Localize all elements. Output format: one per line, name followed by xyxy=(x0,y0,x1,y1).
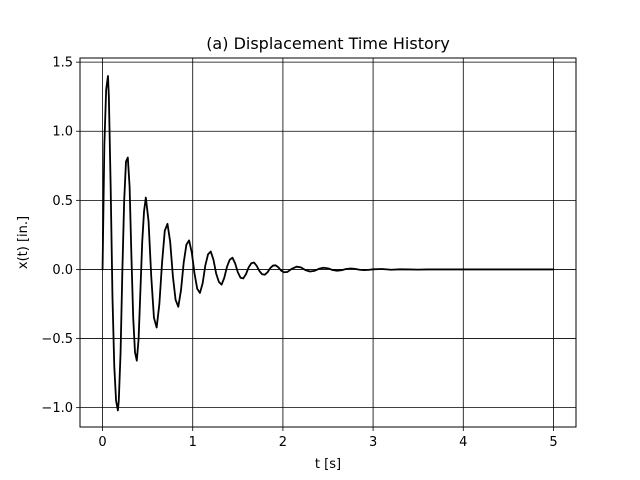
grid-lines xyxy=(80,58,576,427)
y-tick-label: 1.0 xyxy=(52,125,73,140)
x-tick-label: 3 xyxy=(369,435,377,450)
plot-area xyxy=(101,75,555,412)
y-tick-label: −0.5 xyxy=(41,332,73,347)
y-tick-label: 0.5 xyxy=(52,194,73,209)
x-tick-label: 0 xyxy=(98,435,106,450)
x-tick-label: 5 xyxy=(549,435,557,450)
y-tick-label: 0.0 xyxy=(52,263,73,278)
axis-ticks: 0 1 2 3 4 5 −1.0 −0.5 0.0 0.5 1.0 1.5 xyxy=(41,56,557,450)
axes-frame xyxy=(79,57,577,428)
x-tick-label: 2 xyxy=(279,435,287,450)
y-tick-label: −1.0 xyxy=(41,401,73,416)
chart-title: (a) Displacement Time History xyxy=(206,34,450,53)
displacement-series-line xyxy=(101,75,555,412)
x-tick-label: 4 xyxy=(459,435,467,450)
x-axis-label: t [s] xyxy=(315,457,341,472)
x-tick-label: 1 xyxy=(189,435,197,450)
y-axis-label: x(t) [in.] xyxy=(16,216,31,269)
y-tick-label: 1.5 xyxy=(52,56,73,71)
